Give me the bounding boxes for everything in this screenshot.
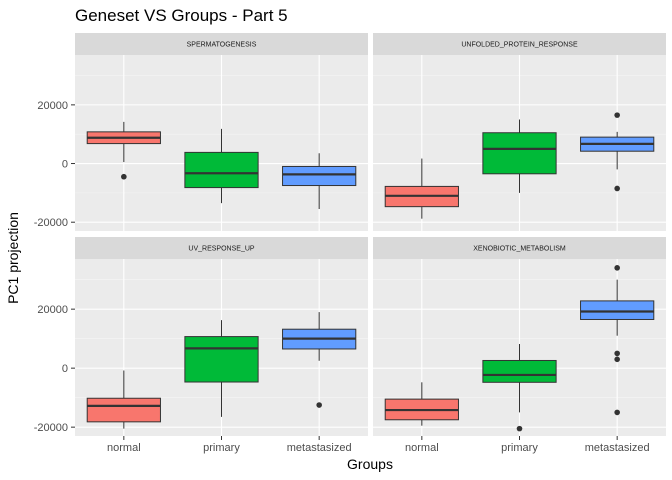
outlier-point: [516, 425, 523, 432]
boxplot-metastasized: [580, 112, 655, 192]
x-tick-label: normal: [405, 442, 439, 454]
facet-strip: [373, 237, 666, 259]
boxplot-primary: [184, 320, 259, 417]
facet-strip: [75, 237, 368, 259]
x-tick-label: primary: [203, 442, 240, 454]
x-tick-label: normal: [107, 442, 141, 454]
box: [184, 336, 259, 383]
y-tick-label: 20000: [37, 100, 68, 112]
facet-panel: UV_RESPONSE_UP -20000 0 20000 normal primary m…: [34, 237, 368, 454]
boxplot-primary: [482, 343, 557, 432]
x-tick-label: metastasized: [287, 442, 352, 454]
y-tick-label: -20000: [34, 217, 68, 229]
y-tick-label: -20000: [34, 422, 68, 434]
box: [580, 300, 655, 320]
box: [86, 397, 161, 423]
outlier-point: [614, 112, 620, 118]
outlier-point: [614, 265, 620, 271]
boxplot-metastasized: [580, 265, 655, 416]
facet-strip-label: UNFOLDED_PROTEIN_RESPONSE: [461, 42, 578, 49]
boxplot-normal: [384, 382, 459, 426]
box: [282, 165, 357, 187]
x-tick-label: metastasized: [585, 442, 650, 454]
y-tick-label: 0: [62, 159, 68, 171]
outlier-point: [316, 402, 322, 408]
facet-panel: UNFOLDED_PROTEIN_RESPONSE: [373, 33, 666, 231]
y-axis-title: PC1 projection: [5, 212, 21, 304]
boxplot-normal: [86, 370, 161, 429]
facet-strip-label: SPERMATOGENESIS: [187, 42, 257, 49]
boxplot-normal: [384, 158, 459, 219]
facet-panels: SPERMATOGENESIS -20000 0 20000 UNFOLDED_PROT…: [34, 33, 666, 454]
boxplot-metastasized: [282, 153, 357, 209]
facet-strip-label: UV_RESPONSE_UP: [188, 246, 254, 253]
outlier-point: [614, 185, 620, 192]
boxplot-normal: [86, 121, 161, 180]
boxplot-metastasized: [282, 312, 357, 408]
facet-strip: [75, 33, 368, 55]
box: [482, 132, 557, 175]
chart-title: Geneset VS Groups - Part 5: [75, 6, 288, 25]
x-tick-label: primary: [501, 442, 538, 454]
y-tick-label: 20000: [37, 304, 68, 316]
boxplot-primary: [184, 128, 259, 204]
box: [184, 151, 259, 189]
y-tick-label: 0: [62, 363, 68, 375]
facet-strip-label: XENOBIOTIC_METABOLISM: [473, 246, 566, 253]
outlier-point: [121, 173, 127, 180]
outlier-point: [614, 409, 620, 416]
outlier-point: [614, 356, 620, 363]
x-axis-title: Groups: [347, 456, 393, 472]
facet-panel: SPERMATOGENESIS -20000 0 20000: [34, 33, 368, 231]
facet-strip: [373, 33, 666, 55]
boxplot-primary: [482, 119, 557, 193]
outlier-point: [614, 350, 620, 357]
box: [482, 359, 557, 383]
